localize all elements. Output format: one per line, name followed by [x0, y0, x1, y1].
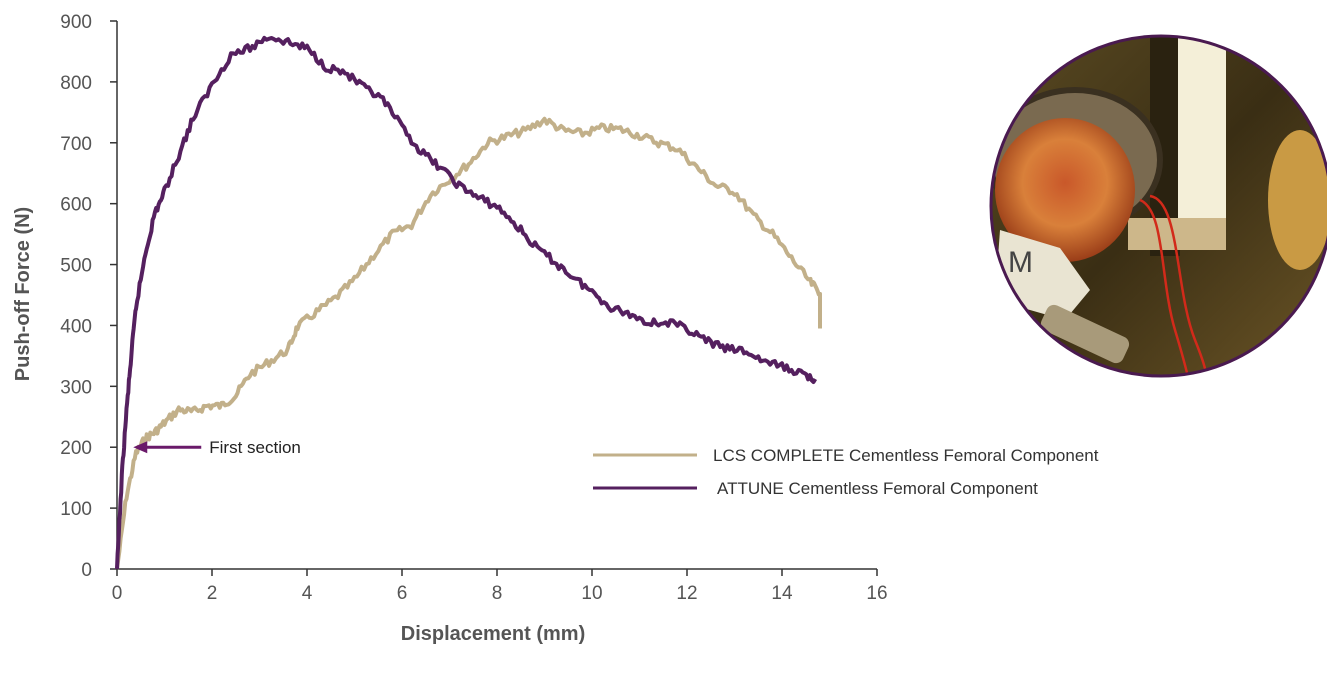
y-tick-label: 200: [60, 438, 92, 459]
svg-text:M: M: [1008, 246, 1033, 279]
annotation-label: First section: [209, 438, 301, 457]
legend-label-lcs: LCS COMPLETE Cementless Femoral Componen…: [713, 446, 1099, 465]
legend-label-attune: ATTUNE Cementless Femoral Component: [717, 479, 1038, 498]
y-axis-title: Push-off Force (N): [12, 207, 34, 381]
x-axis-title: Displacement (mm): [401, 623, 586, 645]
x-tick-label: 16: [866, 583, 887, 604]
y-tick-label: 100: [60, 499, 92, 520]
series-line-attune: [115, 35, 818, 570]
x-tick-label: 0: [112, 583, 123, 604]
y-tick-label: 0: [81, 560, 92, 581]
x-tick-label: 4: [302, 583, 313, 604]
series-lines: [115, 35, 822, 570]
series-line-lcs: [115, 116, 822, 570]
y-tick-label: 500: [60, 256, 92, 277]
y-tick-label: 700: [60, 134, 92, 155]
chart-axes: [110, 20, 878, 576]
x-tick-label: 8: [492, 583, 503, 604]
x-tick-label: 6: [397, 583, 408, 604]
y-tick-label: 400: [60, 316, 92, 337]
y-tick-label: 800: [60, 73, 92, 94]
y-tick-label: 300: [60, 377, 92, 398]
knee-implant-test-photo: M: [989, 34, 1327, 378]
y-tick-label: 900: [60, 12, 92, 33]
tick-labels: 0 2 4 6 8 10 12 14 16 0 100 200 300 400 500 600 700 800 90…: [60, 12, 887, 604]
first-section-annotation: First section: [133, 438, 301, 457]
x-tick-label: 2: [207, 583, 218, 604]
x-tick-label: 10: [581, 583, 602, 604]
x-tick-label: 12: [676, 583, 697, 604]
y-tick-label: 600: [60, 195, 92, 216]
legend: LCS COMPLETE Cementless Femoral Componen…: [593, 446, 1099, 498]
x-tick-label: 14: [771, 583, 793, 604]
annotation-arrowhead: [133, 441, 148, 454]
